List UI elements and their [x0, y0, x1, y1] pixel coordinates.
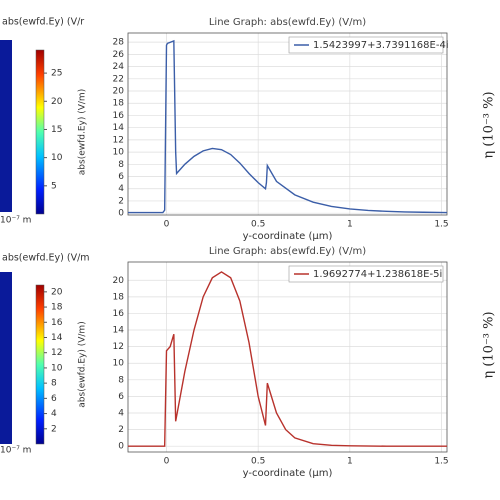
plot-area [128, 262, 447, 452]
y-tick-label: 14 [113, 123, 125, 133]
y-tick-label: 18 [113, 99, 125, 109]
legend-label: 1.9692774+1.238618E-5i [313, 269, 442, 280]
colorbar-tick-label: 2 [51, 424, 57, 434]
colorbar-tick-label: 10 [51, 363, 63, 373]
y-tick-label: 10 [113, 359, 125, 369]
scale-label: 10⁻⁷ m [0, 216, 31, 226]
plot-area [128, 33, 447, 215]
y-tick-label: 12 [113, 135, 124, 145]
x-tick-label: 1.5 [434, 457, 448, 467]
x-tick-label: 0 [164, 220, 170, 230]
x-tick-label: 0.5 [251, 220, 265, 230]
colorbar-tick-label: 18 [51, 303, 63, 313]
y-tick-label: 0 [118, 209, 124, 219]
scale-label: 10⁻⁷ m [0, 446, 31, 456]
side-label: η (10⁻³ %) [482, 91, 497, 158]
y-tick-label: 8 [118, 160, 124, 170]
y-tick-label: 28 [113, 38, 125, 48]
x-tick-label: 1 [347, 457, 353, 467]
colorbar-tick-label: 20 [51, 97, 63, 107]
plot-frame [127, 261, 448, 453]
x-tick-label: 1.5 [434, 220, 448, 230]
y-tick-label: 12 [113, 342, 124, 352]
colorbar [35, 284, 45, 445]
colorbar-tick-label: 10 [51, 153, 63, 163]
data-line [128, 39, 448, 214]
colorbar-tick-label: 14 [51, 333, 63, 343]
side-label: η (10⁻³ %) [482, 311, 497, 378]
panel-title: abs(ewfd.Ey) (V/m [2, 253, 90, 264]
y-tick-label: 20 [113, 276, 125, 286]
x-tick-label: 0 [164, 457, 170, 467]
colorbar-tick-label: 6 [51, 394, 57, 404]
surface-plot [0, 272, 12, 444]
y-tick-label: 22 [113, 74, 124, 84]
y-tick-label: 6 [118, 392, 124, 402]
x-tick-label: 1 [347, 220, 353, 230]
y-tick-label: 20 [113, 87, 125, 97]
colorbar-tick-label: 4 [51, 409, 57, 419]
y-tick-label: 16 [113, 111, 125, 121]
y-tick-label: 6 [118, 172, 124, 182]
y-tick-label: 2 [118, 196, 124, 206]
chart-title: Line Graph: abs(ewfd.Ey) (V/m) [209, 17, 366, 28]
plot-frame [127, 32, 448, 216]
colorbar-tick-label: 20 [51, 287, 63, 297]
y-tick-label: 8 [118, 375, 124, 385]
surface-plot [0, 40, 12, 212]
y-tick-label: 0 [118, 442, 124, 452]
data-line [128, 271, 447, 447]
y-tick-label: 16 [113, 309, 125, 319]
colorbar [35, 49, 45, 215]
y-tick-label: 10 [113, 148, 125, 158]
colorbar-tick-label: 8 [51, 379, 57, 389]
y-tick-label: 24 [113, 62, 125, 72]
chart-title: Line Graph: abs(ewfd.Ey) (V/m) [209, 246, 366, 257]
y-tick-label: 2 [118, 425, 124, 435]
y-tick-label: 4 [118, 184, 124, 194]
legend-box [288, 36, 444, 54]
y-tick-label: 18 [113, 292, 125, 302]
legend-label: 1.5423997+3.7391168E-4i [313, 40, 449, 51]
colorbar-tick-label: 16 [51, 318, 63, 328]
colorbar-tick-label: 25 [51, 69, 62, 79]
colorbar-label: abs(ewfd.Ey) (V/m) [78, 89, 88, 175]
colorbar-tick-label: 12 [51, 348, 62, 358]
legend-box [288, 265, 444, 283]
colorbar-tick-label: 5 [51, 181, 57, 191]
panel-title: abs(ewfd.Ey) (V/r [2, 17, 84, 28]
x-tick-label: 0.5 [251, 457, 265, 467]
y-tick-label: 26 [113, 50, 125, 60]
y-tick-label: 14 [113, 326, 125, 336]
y-tick-label: 4 [118, 409, 124, 419]
colorbar-tick-label: 15 [51, 125, 62, 135]
x-axis-label: y-coordinate (µm) [243, 231, 333, 242]
colorbar-label: abs(ewfd.Ey) (V/m) [78, 321, 88, 407]
x-axis-label: y-coordinate (µm) [243, 468, 333, 479]
